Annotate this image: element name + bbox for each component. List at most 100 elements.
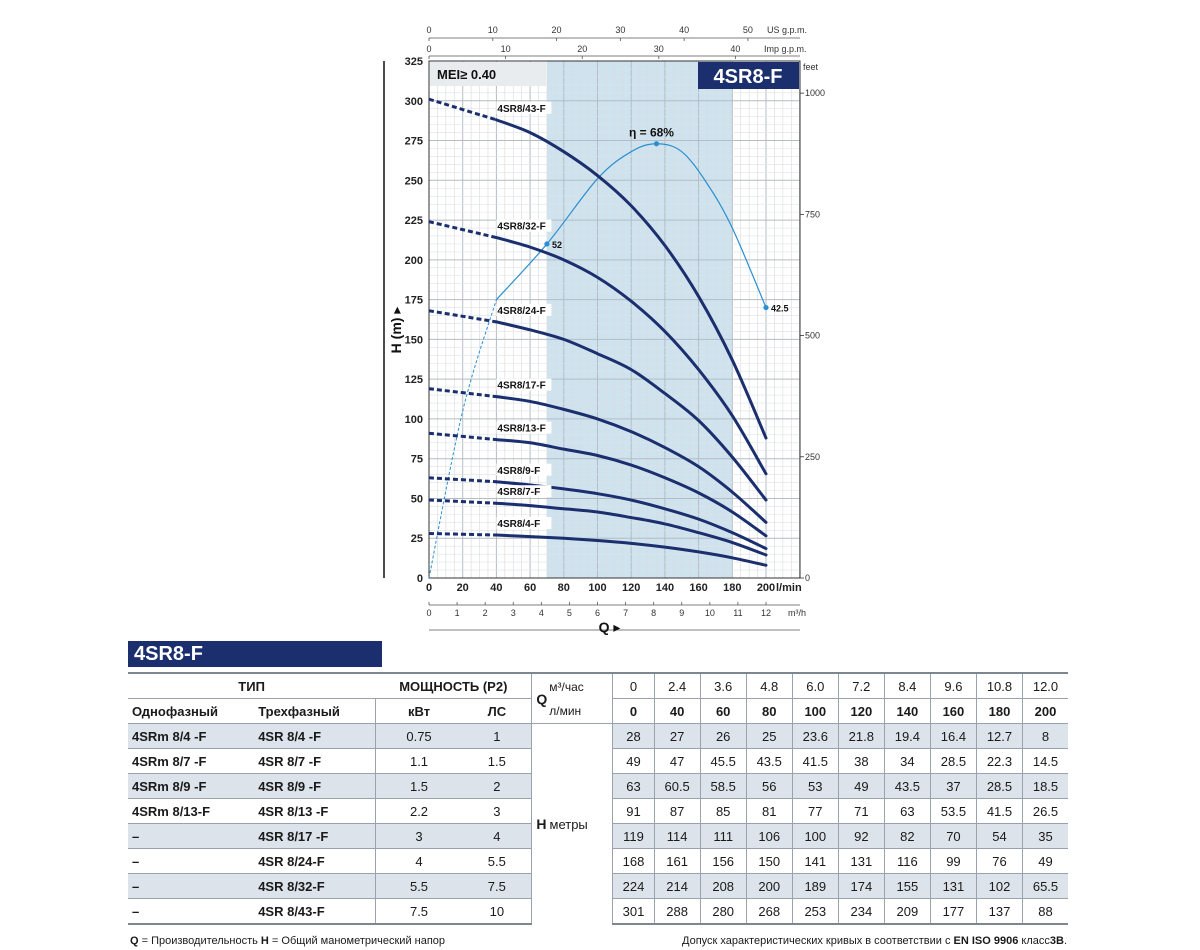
pump-curve [494,236,768,476]
pump-curve-dashed [428,387,497,399]
m3h-tick-label: 12 [761,608,771,618]
x-tick-label: 0 [426,582,432,594]
q-m3h-cell: 3.6 [699,672,747,699]
three-phase-model: 4SR 8/4 -F [254,723,376,749]
impgpm-tick-label: 0 [426,44,431,54]
three-phase-model: 4SR 8/13 -F [254,798,376,824]
x-tick-label: 140 [656,582,674,594]
pump-curve-dashed [428,476,497,484]
y-tick-label: 100 [405,414,423,426]
single-phase-model: 4SRm 8/13-F [128,798,255,824]
col-single-phase-header: Однофазный [128,698,255,724]
table-row: 4SRm 8/9 -F 4SR 8/9 -F 1.5 2 63 60.5 58.5 56 53 4… [128,773,1068,799]
head-value: 18.5 [1022,773,1068,799]
pump-curve-dashed [428,498,497,505]
head-value: 21.8 [837,723,885,749]
head-value: 25 [745,723,793,749]
q-unit-lmin: л/мин [549,703,582,718]
col-type-header: ТИП [128,672,376,699]
curve-label-bg [496,101,552,114]
y-tick-label: 150 [405,334,423,346]
head-value: 54 [975,823,1023,849]
q-m3h-cell: 10.8 [975,672,1023,699]
footer-tolerance-note: Допуск характеристических кривых в соотв… [682,935,1067,947]
pump-curve [494,533,768,567]
power-kw: 5.5 [374,873,463,899]
m3h-unit-label: m³/h [788,608,806,618]
m3h-tick-label: 3 [511,608,516,618]
power-hp: 2 [462,773,532,799]
three-phase-model: 4SR 8/43-F [254,898,376,925]
h-unit: метры [549,817,588,832]
m3h-tick-label: 8 [651,608,656,618]
pump-curve-dashed [428,220,497,240]
single-phase-model: – [128,848,255,874]
head-value: 35 [1022,823,1068,849]
head-value: 76 [975,848,1023,874]
pump-curve [494,395,768,524]
x-unit-label: l/min [776,582,802,594]
q-lmin-cell: 140 [883,698,931,724]
head-value: 92 [837,823,885,849]
q-m3h-cell: 8.4 [883,672,931,699]
head-value: 99 [929,848,977,874]
curve-label-bg [496,421,552,434]
head-value: 100 [791,823,839,849]
footer-legend: Q = Производительность H = Общий маномет… [130,935,445,947]
power-kw: 1.1 [374,748,463,774]
curve-label-bg [496,303,552,316]
head-value: 280 [699,898,747,925]
usgpm-unit-label: US g.p.m. [767,25,807,35]
head-value: 81 [745,798,793,824]
head-value: 45.5 [699,748,747,774]
head-value: 16.4 [929,723,977,749]
usgpm-tick-label: 10 [488,25,498,35]
m3h-tick-label: 4 [539,608,544,618]
q-m3h-cell: 0 [612,672,655,699]
head-value: 189 [791,873,839,899]
feet-tick-label: 1000 [805,88,825,98]
efficiency-point [763,304,769,311]
feet-tick-label: 750 [805,209,820,219]
power-hp: 3 [462,798,532,824]
head-value: 49 [1022,848,1068,874]
head-value: 288 [653,898,701,925]
footer-h-symbol: H [260,935,269,947]
q-symbol: Q [536,690,548,707]
y-tick-label: 125 [405,374,423,386]
y-tick-label: 50 [411,493,423,505]
x-tick-label: 160 [689,582,707,594]
table-row: –4SR 8/24-F 4 5.5 168 161 156 150 141 131 116 99 76… [128,848,1068,874]
head-value: 131 [837,848,885,874]
head-value: 106 [745,823,793,849]
table-section-header: 4SR8-F [128,641,382,667]
single-phase-model: – [128,823,255,849]
head-value: 63 [883,798,931,824]
footer-standard: EN ISO 9906 [953,935,1019,947]
x-tick-label: 60 [524,582,536,594]
head-value: 22.3 [975,748,1023,774]
q-m3h-cell: 7.2 [837,672,885,699]
pump-curve-dashed [428,97,497,122]
head-value: 19.4 [883,723,931,749]
head-value: 82 [883,823,931,849]
curve-label: 4SR8/24-F [497,306,545,317]
efficiency-point [544,241,550,247]
pump-curve-dashed [428,309,497,324]
impgpm-unit-label: Imp g.p.m. [764,44,807,54]
head-value: 301 [612,898,655,925]
efficiency-point-label: 52 [552,240,562,250]
three-phase-model: 4SR 8/9 -F [254,773,376,799]
q-unit-m3h: м³/час [549,679,584,694]
q-lmin-cell: 80 [745,698,793,724]
head-value: 119 [612,823,655,849]
chart-title: 4SR8-F [714,66,783,88]
head-value: 8 [1022,723,1068,749]
pump-curve-dashed [428,531,497,537]
head-value: 214 [653,873,701,899]
curve-label: 4SR8/32-F [497,222,545,233]
head-value: 56 [745,773,793,799]
